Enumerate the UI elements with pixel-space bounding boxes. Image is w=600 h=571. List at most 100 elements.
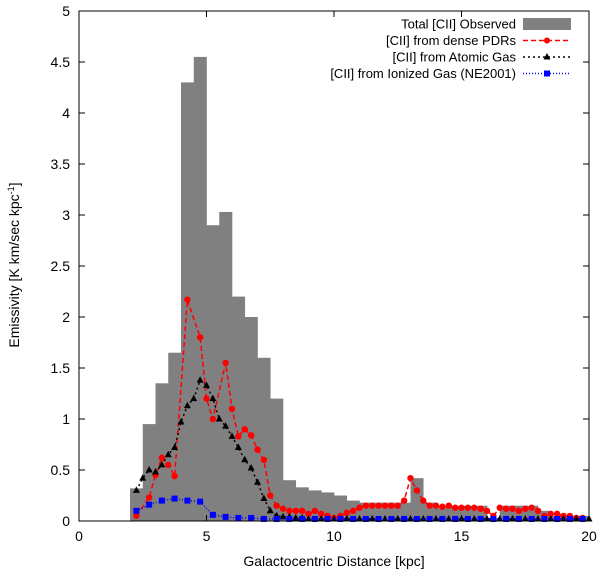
- series-point-circle: [362, 502, 370, 509]
- series-point-triangle: [368, 514, 376, 522]
- series-point-triangle: [132, 486, 140, 493]
- histogram-bar: [130, 488, 144, 521]
- series-point-square: [235, 514, 242, 521]
- series-point-square: [171, 495, 178, 502]
- histogram-bar: [321, 492, 335, 521]
- histogram-bar: [410, 478, 424, 521]
- series-point-circle: [349, 507, 357, 514]
- series-point-triangle: [343, 514, 351, 522]
- series-point-square: [311, 515, 318, 522]
- series-point-circle: [298, 507, 306, 514]
- series-point-square: [260, 515, 267, 522]
- series-point-circle: [381, 502, 389, 509]
- series-point-triangle: [209, 394, 217, 402]
- series-point-square: [362, 515, 369, 522]
- histogram-bar: [461, 505, 475, 521]
- y-tick-label: 0.5: [51, 462, 71, 478]
- series-lines: [132, 296, 593, 522]
- series-point-circle: [228, 405, 236, 412]
- series-point-triangle: [260, 494, 268, 502]
- series-point-square: [401, 515, 408, 522]
- series-point-triangle: [152, 468, 159, 475]
- series-point-circle: [515, 507, 523, 514]
- histogram-bar: [193, 56, 207, 522]
- series-point-circle: [502, 505, 510, 512]
- series-point-square: [452, 515, 459, 522]
- series-point-square: [146, 501, 153, 508]
- series-point-triangle: [190, 394, 198, 402]
- legend-swatch-bar: [523, 18, 571, 30]
- series-point-circle: [400, 497, 408, 504]
- series-point-triangle: [203, 381, 210, 388]
- series-point-circle: [432, 502, 440, 509]
- series-point-square: [515, 515, 522, 522]
- series-point-circle: [553, 510, 561, 518]
- series-point-triangle: [496, 514, 504, 522]
- series-point-triangle: [145, 466, 153, 473]
- series-point-square: [184, 497, 191, 504]
- y-tick-label: 2.5: [51, 258, 71, 274]
- histogram-bar: [385, 502, 399, 521]
- series-point-circle: [483, 507, 491, 514]
- series-point-square: [337, 515, 344, 522]
- series-point-circle: [209, 415, 217, 423]
- series-point-square: [248, 514, 255, 521]
- histogram-bar: [232, 296, 246, 521]
- series-point-square: [579, 515, 586, 522]
- series-point-triangle: [432, 514, 440, 522]
- series-point-square: [158, 497, 165, 504]
- series-point-triangle: [215, 415, 223, 422]
- series-point-square: [541, 515, 548, 522]
- y-axis-title-main: Emissivity [K km/sec kpc: [6, 194, 22, 347]
- series-point-circle: [522, 505, 529, 512]
- series-point-circle: [388, 502, 395, 509]
- series-point-square: [490, 515, 497, 522]
- series-point-circle: [235, 433, 242, 440]
- series-point-triangle: [330, 514, 338, 522]
- series-point-circle: [311, 507, 319, 514]
- legend: Total [CII] Observed[CII] from dense PDR…: [330, 17, 571, 81]
- series-point-circle: [292, 507, 299, 514]
- series-point-circle: [318, 510, 325, 518]
- series-point-circle: [394, 502, 401, 509]
- series-point-square: [388, 515, 395, 522]
- series-point-circle: [458, 504, 465, 511]
- series-point-triangle: [279, 512, 287, 520]
- series-point-triangle: [234, 443, 242, 451]
- series-point-circle: [496, 504, 503, 511]
- series-point-triangle: [483, 514, 491, 522]
- y-tick-label: 1.5: [51, 360, 71, 376]
- series-point-circle: [196, 334, 204, 341]
- histogram-bar: [142, 424, 156, 521]
- series-point-square: [197, 498, 204, 505]
- series-point-circle: [464, 504, 472, 511]
- legend-swatch-marker: [544, 70, 550, 77]
- histogram-bar: [168, 352, 182, 521]
- legend-swatch-marker: [544, 37, 550, 44]
- series-point-triangle: [572, 514, 580, 522]
- y-tick-label: 3: [62, 207, 70, 223]
- series-point-square: [324, 515, 331, 522]
- legend-label: [CII] from Atomic Gas: [392, 50, 516, 65]
- series-point-square: [133, 507, 140, 514]
- series-point-circle: [247, 432, 255, 439]
- series-point-square: [503, 515, 510, 522]
- series-point-square: [566, 515, 573, 522]
- series-point-square: [439, 515, 446, 522]
- series-point-triangle: [419, 514, 427, 522]
- series-point-square: [464, 515, 471, 522]
- series-point-triangle: [164, 450, 172, 458]
- series-point-circle: [158, 454, 166, 461]
- x-axis-title: Galactocentric Distance [kpc]: [243, 553, 424, 569]
- histogram-bar: [397, 502, 411, 521]
- histogram-bar: [270, 398, 284, 521]
- series-point-triangle: [394, 514, 402, 522]
- series-point-circle: [273, 502, 280, 509]
- series-point-triangle: [171, 443, 179, 451]
- y-tick-label: 3.5: [51, 156, 71, 172]
- series-point-circle: [407, 474, 414, 482]
- histogram-bar: [244, 317, 258, 521]
- series-point-square: [528, 515, 535, 522]
- series-point-circle: [343, 509, 350, 517]
- y-axis-title-close: ]: [6, 182, 22, 186]
